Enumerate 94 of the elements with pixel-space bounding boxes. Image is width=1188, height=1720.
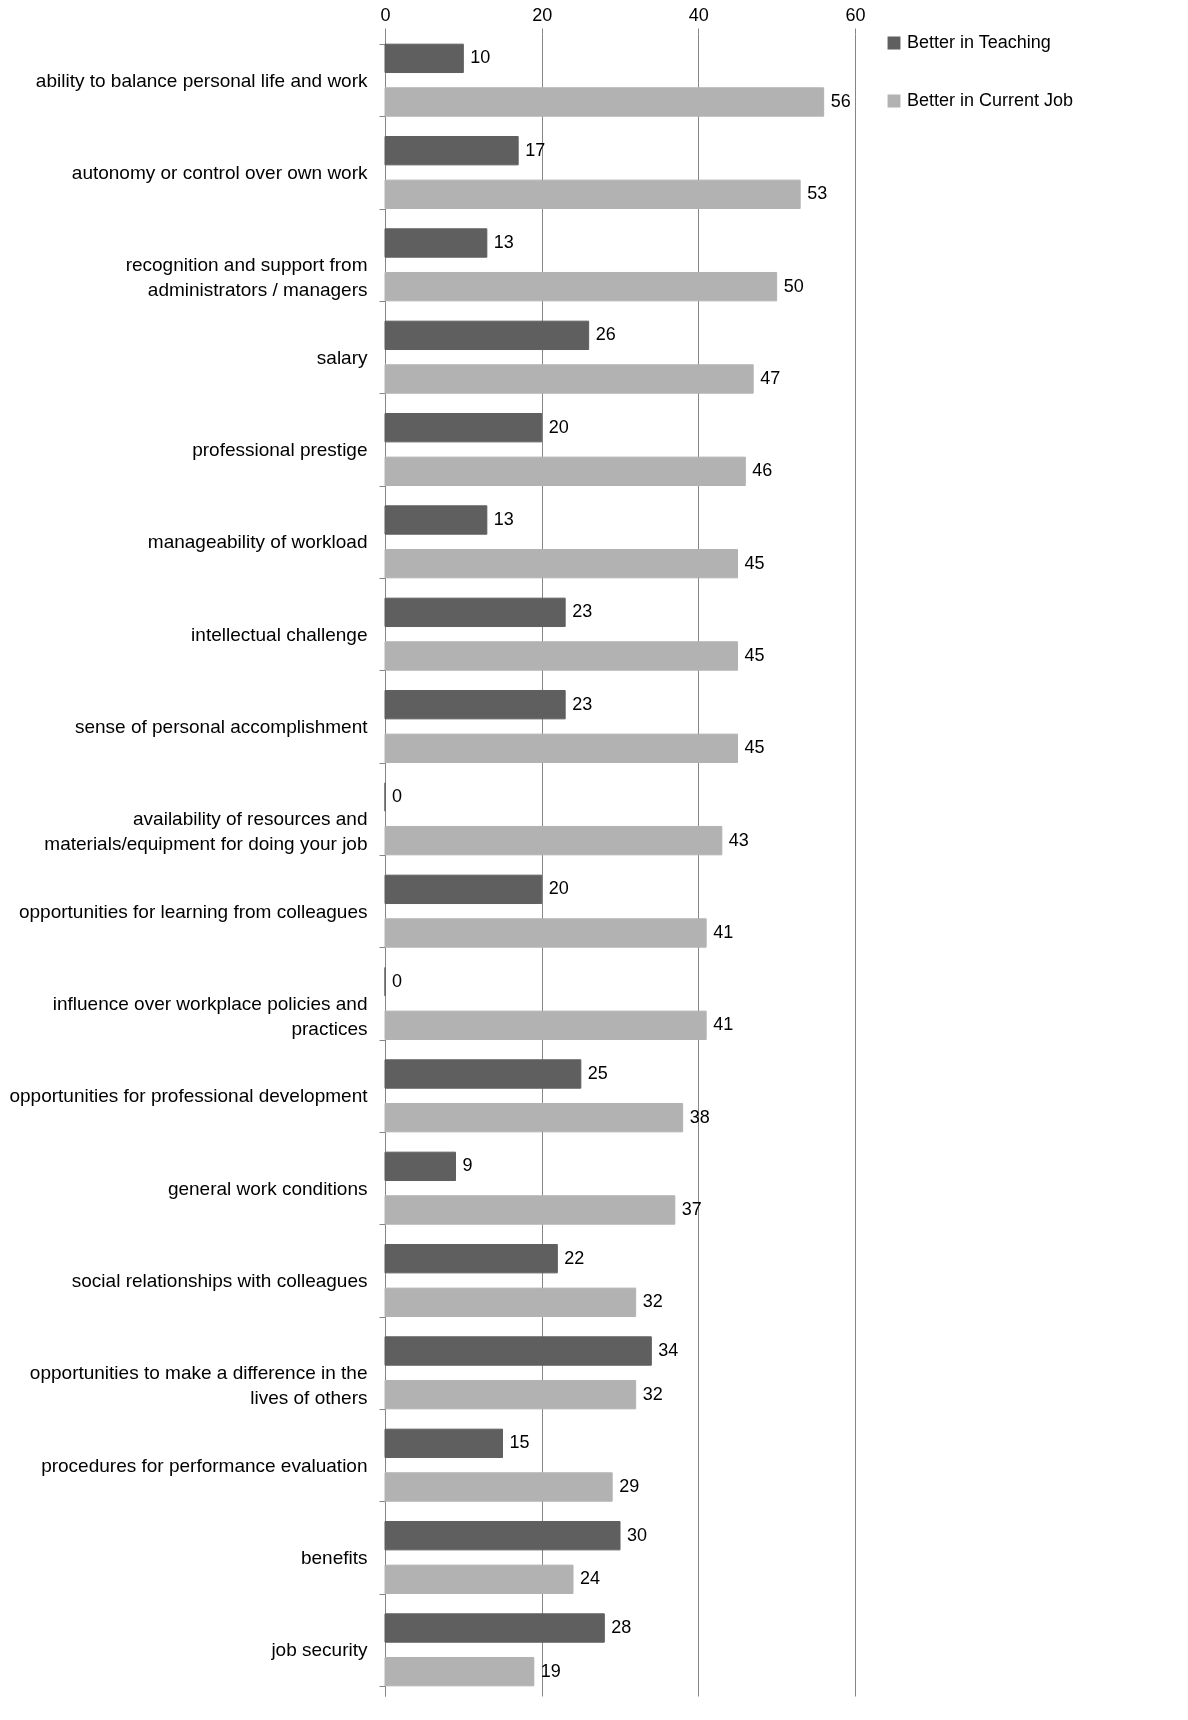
bar [384, 1379, 637, 1410]
x-tick-label: 60 [845, 4, 866, 25]
bar [384, 733, 738, 764]
y-tick-label: recognition and support from administrators / managers [125, 254, 368, 301]
y-tick-label: availability of resources and materials/equipment for doing your job [44, 808, 368, 855]
y-tick-label: opportunities to make a difference in the lives of others [29, 1362, 368, 1409]
data-label: 20 [548, 878, 569, 899]
bar [384, 179, 801, 210]
y-tick-label: job security [270, 1639, 368, 1661]
bar [384, 597, 566, 628]
bar [384, 456, 746, 487]
bar [384, 1564, 574, 1595]
data-label: 25 [587, 1063, 608, 1084]
y-tick-label: opportunities for professional development [9, 1085, 369, 1107]
data-label: 45 [744, 644, 765, 665]
data-label: 45 [744, 737, 765, 758]
y-tick-label: professional prestige [192, 439, 368, 460]
data-label: 0 [392, 786, 403, 807]
data-label: 10 [470, 47, 491, 68]
bar [384, 364, 754, 394]
data-label: 41 [713, 921, 734, 942]
data-label: 32 [642, 1291, 663, 1312]
data-label: 13 [493, 232, 514, 253]
y-tick-label: manageability of workload [147, 531, 368, 553]
bar [384, 1010, 707, 1041]
y-tick-label: intellectual challenge [191, 623, 368, 645]
y-tick-label: general work conditions [167, 1177, 368, 1199]
bar [384, 87, 825, 117]
data-label: 26 [595, 324, 616, 345]
data-label: 28 [611, 1617, 632, 1638]
y-tick-label: sense of personal accomplishment [74, 716, 369, 737]
data-label: 19 [540, 1660, 561, 1681]
bar [384, 43, 464, 74]
bar [384, 135, 519, 166]
y-tick-label: opportunities for learning from colleagues [18, 900, 368, 922]
bar [384, 1195, 676, 1225]
bar [384, 825, 723, 856]
data-label: 37 [681, 1198, 702, 1219]
legend-label: Better in Teaching [907, 32, 1051, 52]
bar [384, 689, 566, 720]
data-label: 24 [580, 1568, 601, 1589]
y-tick-label: salary [316, 346, 368, 368]
x-tick-label: 20 [532, 4, 553, 25]
data-label: 45 [744, 552, 765, 573]
data-label: 22 [564, 1247, 585, 1268]
bar [384, 918, 707, 948]
data-label: 38 [689, 1106, 710, 1127]
bar [384, 1059, 582, 1089]
bar [384, 1336, 652, 1366]
bar [384, 412, 543, 443]
bar [384, 1520, 621, 1551]
y-tick-label: ability to balance personal life and work [35, 69, 368, 91]
data-label: 17 [525, 139, 546, 160]
data-label: 43 [728, 829, 749, 850]
bar [384, 1151, 456, 1182]
bar [384, 320, 590, 351]
data-label: 0 [392, 970, 403, 991]
y-tick-label: procedures for performance evaluation [41, 1454, 368, 1476]
data-label: 20 [548, 416, 569, 437]
x-tick-label: 40 [688, 4, 709, 25]
legend-label: Better in Current Job [907, 90, 1074, 110]
bar [384, 641, 738, 671]
y-tick-label: autonomy or control over own work [71, 162, 368, 183]
data-label: 34 [658, 1340, 679, 1361]
bar [384, 1613, 605, 1643]
data-label: 47 [760, 367, 781, 388]
y-tick-label: benefits [300, 1547, 368, 1568]
data-label: 15 [509, 1432, 530, 1453]
data-label: 23 [572, 693, 593, 714]
data-label: 23 [572, 601, 593, 622]
data-label: 53 [807, 183, 828, 204]
data-label: 32 [642, 1383, 663, 1404]
bar [384, 505, 488, 535]
data-label: 46 [752, 460, 773, 481]
bar [384, 228, 488, 258]
bar [384, 1428, 503, 1459]
y-tick-label: social relationships with colleagues [71, 1270, 368, 1291]
bar [384, 1243, 558, 1274]
y-tick-label: influence over workplace policies and practices [52, 993, 368, 1039]
bar [384, 271, 778, 302]
data-label: 29 [619, 1475, 640, 1496]
bar [384, 1472, 613, 1502]
bar [384, 874, 543, 905]
bar [384, 548, 738, 579]
data-label: 50 [783, 275, 804, 296]
data-label: 56 [830, 90, 851, 111]
data-label: 30 [627, 1524, 648, 1545]
data-label: 41 [713, 1014, 734, 1035]
bar [384, 1287, 637, 1318]
x-tick-label: 0 [380, 4, 391, 25]
bar [384, 1102, 684, 1133]
bar [384, 1656, 535, 1687]
data-label: 9 [462, 1155, 473, 1176]
data-label: 13 [493, 509, 514, 530]
